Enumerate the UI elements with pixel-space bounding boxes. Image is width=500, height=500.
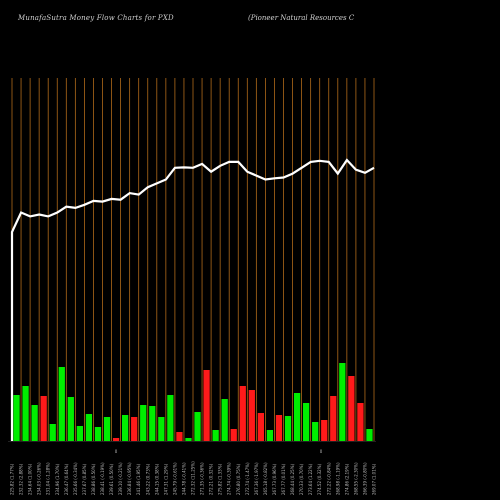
chart-title: MunafaSutra Money Flow Charts for PXD [18, 14, 174, 22]
x-tick-label: 238.41 (-0.19%) [100, 462, 105, 495]
volume-bar [131, 417, 138, 441]
volume-bar [321, 420, 328, 441]
volume-bar [194, 412, 201, 441]
volume-bar [31, 405, 38, 441]
x-tick-label: 268.98 (-1.19%) [335, 462, 340, 495]
volume-bar [330, 396, 337, 441]
volume-bar [239, 386, 246, 441]
x-tick-label: 232.32 (2.88%) [19, 463, 24, 495]
x-tick-label: 238.86 (0.50%) [91, 463, 96, 495]
x-tick-label: 244.78 (-0.41%) [181, 462, 186, 495]
volume-bar [284, 416, 292, 441]
x-tick-label: 268.44 (0.25%) [290, 463, 295, 495]
volume-bar [76, 426, 83, 441]
x-tick-label: 236.47 (0.64%) [64, 463, 69, 495]
x-tick-label: 270.33 (0.70%) [299, 463, 304, 495]
x-tick-label: 267.36 (-1.97%) [254, 462, 259, 495]
volume-bar [312, 422, 319, 441]
x-tick-label: 267.77 (0.01%) [281, 463, 286, 495]
x-tick-labels: 225.82 (1.77%) 232.32 (2.88%) 234.64 (1.00… [10, 461, 377, 495]
x-tick-label: 239.61 (0.50%) [109, 463, 114, 495]
volume-bar [140, 405, 147, 441]
x-tick-label: 272.21 (0.32%) [209, 463, 214, 495]
volume-bar [176, 432, 183, 441]
volume-bar [149, 406, 156, 441]
grid-lines [11, 78, 375, 441]
x-tick-label: 268.55 (-2.30%) [353, 462, 358, 495]
x-tick-label: 272.32 (11.25%) [191, 461, 196, 495]
volume-bar [248, 390, 255, 441]
volume-bar [112, 438, 120, 441]
x-tick-label: 236.84 (-0.95%) [127, 462, 132, 495]
volume-bar [303, 403, 310, 441]
volume-bar [221, 399, 228, 441]
volume-bar [266, 430, 274, 441]
chart-subtitle: (Pioneer Natural Resources C [248, 14, 355, 22]
volume-bar [49, 424, 56, 441]
x-tick-label: 247.31 (1.29%) [163, 463, 168, 495]
x-tick-label: 234.64 (1.00%) [28, 463, 33, 495]
x-tick-label: 231.04 (-1.28%) [46, 462, 51, 495]
volume-bar [348, 376, 355, 441]
price-line [10, 158, 375, 441]
x-tick-label: 237.67 (0.85%) [82, 463, 87, 495]
x-tick-label: 269.07 (1.01%) [372, 463, 377, 495]
x-tick-label: 241.46 (1.95%) [136, 463, 141, 495]
x-tick-label: 272.74 (-1.47%) [245, 462, 250, 495]
volume-bar [203, 370, 210, 441]
x-tick-label: 225.82 (1.77%) [10, 463, 15, 495]
x-tick-label: 271.35 (-0.36%) [200, 462, 205, 495]
x-tick-label: 234.96 (1.70%) [55, 463, 60, 495]
volume-bar [357, 403, 364, 441]
volume-bar [257, 413, 264, 441]
x-tick-label: 275.82 (1.33%) [218, 463, 223, 495]
volume-bar [122, 415, 129, 441]
zero-marker-right: 0 [320, 449, 323, 454]
volume-bar [293, 393, 301, 441]
x-tick-label: 265.18 (-0.82%) [263, 462, 268, 495]
volume-bar [85, 414, 93, 441]
x-tick-label: 243.22 (0.73%) [145, 463, 150, 495]
x-tick-label: 244.15 (0.38%) [154, 463, 159, 495]
x-tick-label: 245.79 (-0.61%) [172, 462, 177, 495]
x-tick-label: 273.64 (1.22%) [308, 463, 313, 495]
x-tick-label: 272.22 (-0.84%) [326, 462, 331, 495]
volume-bar [103, 417, 111, 441]
x-tick-label: 239.10 (-0.21%) [118, 462, 123, 495]
volume-bar [366, 429, 373, 441]
x-tick-label: 274.74 (-0.39%) [227, 462, 232, 495]
x-tick-label: 234.03 (-0.26%) [37, 462, 42, 495]
volume-bars [13, 363, 373, 441]
x-tick-label: 274.86 (2.19%) [344, 463, 349, 495]
volume-bar [67, 397, 74, 441]
volume-bar [212, 430, 219, 441]
volume-bar [167, 395, 174, 441]
volume-bar [339, 363, 346, 441]
volume-bar [58, 367, 65, 441]
x-tick-label: 266.39 (-0.80%) [362, 462, 367, 495]
x-tick-label: 235.66 (-0.34%) [73, 462, 78, 495]
zero-marker-left: 0 [115, 449, 118, 454]
x-tick-label: 276.80 (0.75%) [236, 463, 241, 495]
volume-bar [40, 396, 47, 441]
volume-bar [94, 427, 102, 441]
x-tick-label: 267.73 (0.96%) [272, 463, 277, 495]
volume-bar [275, 415, 283, 441]
volume-bar [13, 395, 20, 441]
volume-bar [185, 438, 192, 441]
volume-bar [230, 429, 237, 441]
x-tick-label: 274.52 (0.32%) [317, 463, 322, 495]
volume-bar [158, 417, 165, 441]
volume-bar [22, 386, 29, 441]
